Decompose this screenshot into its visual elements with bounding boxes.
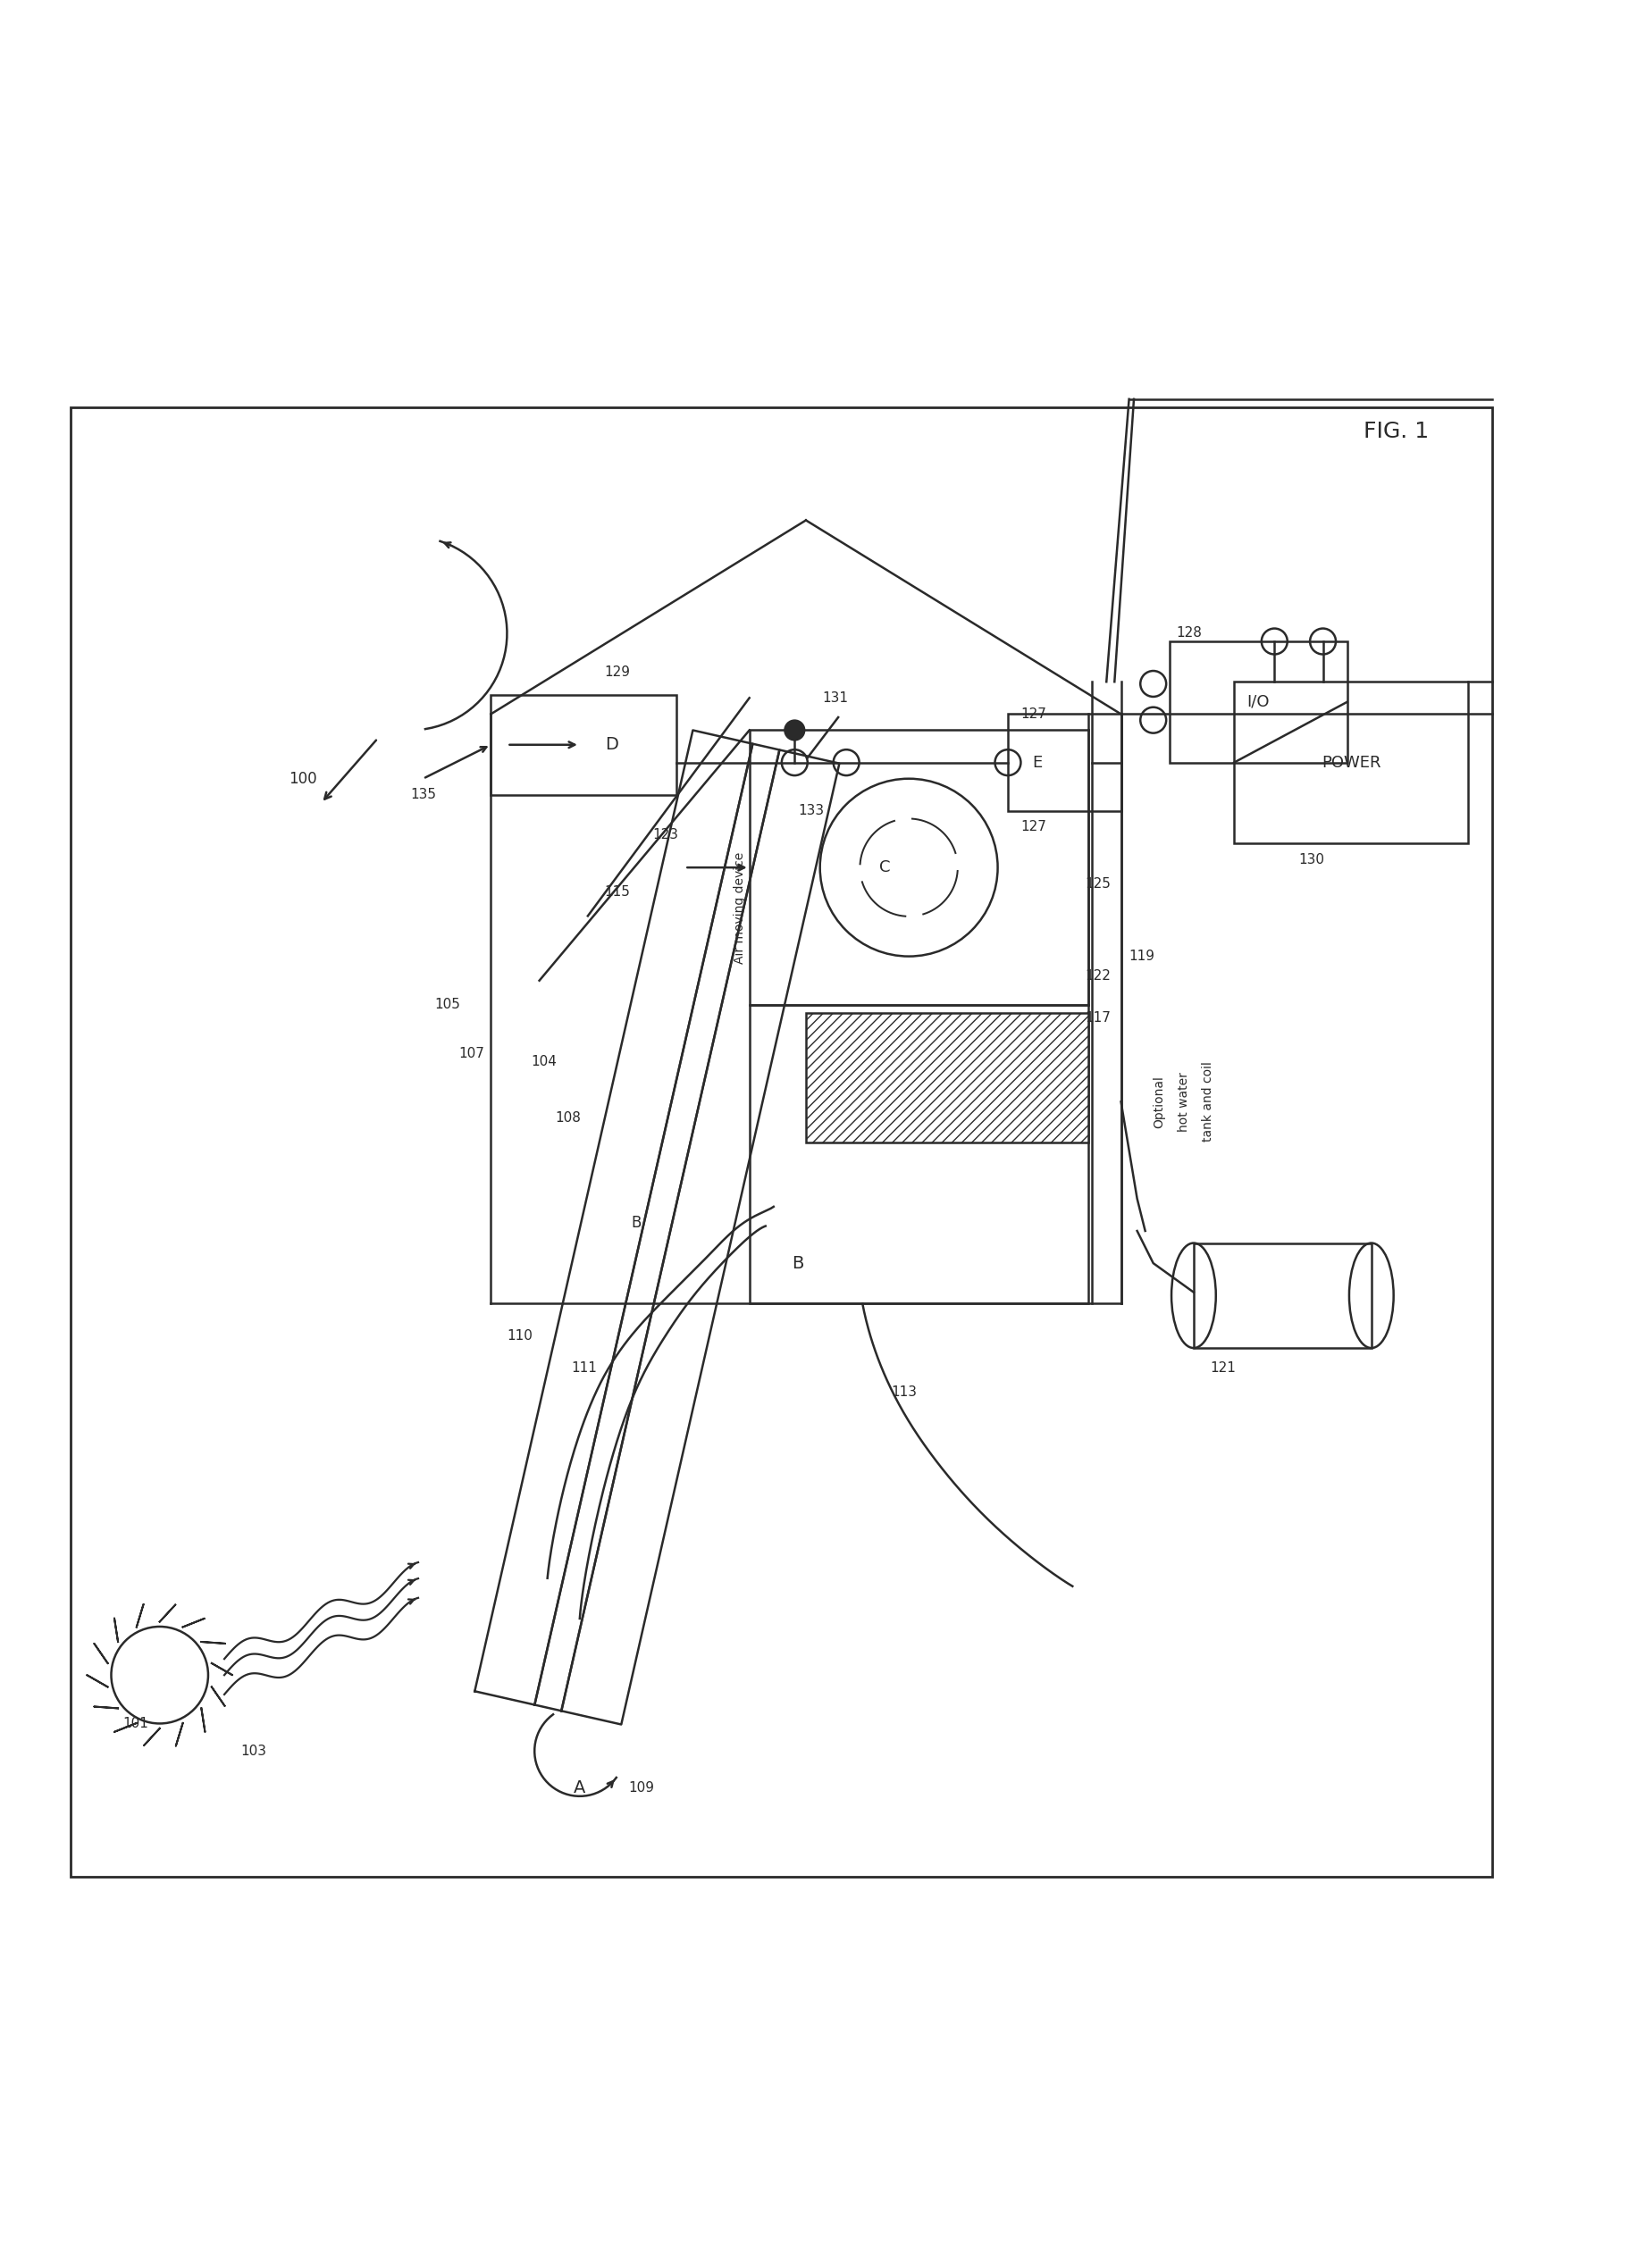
Text: 131: 131 bbox=[822, 692, 848, 705]
Text: FIG. 1: FIG. 1 bbox=[1363, 420, 1429, 442]
Text: POWER: POWER bbox=[1322, 755, 1381, 771]
Text: tank and coil: tank and coil bbox=[1201, 1061, 1214, 1141]
Bar bbox=[806, 1014, 1089, 1143]
Text: 104: 104 bbox=[531, 1055, 557, 1068]
Bar bbox=[749, 1005, 1089, 1304]
Text: 130: 130 bbox=[1299, 853, 1325, 866]
Text: hot water: hot water bbox=[1177, 1073, 1190, 1132]
Text: 127: 127 bbox=[1021, 708, 1047, 721]
Text: A: A bbox=[573, 1780, 586, 1796]
Text: Air moving device: Air moving device bbox=[733, 853, 746, 964]
Text: 135: 135 bbox=[410, 787, 436, 801]
Text: 122: 122 bbox=[1086, 968, 1112, 982]
Text: 101: 101 bbox=[122, 1717, 148, 1730]
Text: C: C bbox=[879, 860, 891, 875]
Text: Optional: Optional bbox=[1153, 1075, 1166, 1127]
Text: 117: 117 bbox=[1086, 1012, 1112, 1025]
Text: 129: 129 bbox=[604, 665, 630, 678]
Text: 111: 111 bbox=[571, 1361, 597, 1374]
Text: 103: 103 bbox=[241, 1744, 267, 1758]
Text: I/O: I/O bbox=[1247, 694, 1270, 710]
Text: 100: 100 bbox=[288, 771, 317, 787]
Bar bbox=[1008, 714, 1122, 812]
Bar bbox=[1234, 683, 1468, 844]
Bar bbox=[1169, 642, 1346, 762]
Text: B: B bbox=[632, 1216, 641, 1232]
Text: 128: 128 bbox=[1175, 626, 1201, 640]
Text: B: B bbox=[791, 1254, 804, 1272]
Text: 121: 121 bbox=[1210, 1361, 1236, 1374]
Text: 109: 109 bbox=[628, 1780, 654, 1794]
Text: 133: 133 bbox=[798, 805, 824, 819]
Text: 123: 123 bbox=[653, 828, 679, 841]
Bar bbox=[749, 730, 1089, 1005]
Bar bbox=[72, 408, 1493, 1878]
Text: 110: 110 bbox=[506, 1329, 532, 1343]
Text: 119: 119 bbox=[1130, 950, 1154, 964]
Text: 107: 107 bbox=[459, 1046, 485, 1059]
Text: 125: 125 bbox=[1086, 878, 1112, 891]
Text: 108: 108 bbox=[555, 1111, 581, 1125]
Bar bbox=[1193, 1243, 1371, 1347]
Text: 127: 127 bbox=[1021, 821, 1047, 835]
Text: 115: 115 bbox=[604, 885, 630, 898]
Text: 105: 105 bbox=[435, 998, 461, 1012]
Circle shape bbox=[785, 721, 804, 739]
Text: E: E bbox=[1032, 755, 1042, 771]
Text: 113: 113 bbox=[892, 1386, 918, 1399]
Bar bbox=[492, 694, 677, 794]
Text: D: D bbox=[606, 737, 619, 753]
